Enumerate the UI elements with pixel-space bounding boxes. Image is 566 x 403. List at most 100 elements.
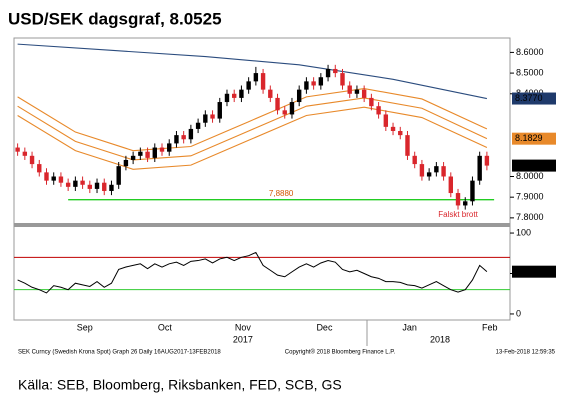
candle-body [470, 180, 475, 202]
x-tick-label: Dec [316, 322, 333, 332]
candle-body [80, 180, 85, 185]
candle-body [217, 102, 222, 119]
candle-body [398, 131, 403, 136]
candle-body [376, 106, 381, 115]
candle-body [275, 97, 280, 111]
candle-body [123, 159, 129, 167]
footer-date: 13-Feb-2018 12:59:35 [496, 350, 556, 356]
candle-body [434, 166, 439, 173]
candle-body [152, 147, 157, 158]
candle-body [145, 151, 150, 158]
x-tick-label: Jan [402, 322, 417, 332]
candle-body [412, 155, 417, 165]
candle-body [419, 164, 425, 177]
candle-body [51, 176, 56, 181]
candle-body [296, 89, 302, 103]
candle-body [29, 155, 35, 165]
candle-body [37, 164, 42, 173]
candle-body [361, 89, 367, 98]
year-label: 2018 [430, 334, 450, 344]
last-value-box [512, 159, 556, 172]
candle-body [181, 135, 186, 140]
candle-body [268, 89, 273, 98]
candle-body [58, 176, 64, 183]
x-tick-label: Oct [158, 322, 173, 332]
footer-left: SEK Curncy (Swedish Krona Spot) Graph 26… [18, 350, 221, 356]
candle-body [203, 114, 208, 123]
candle-body [195, 122, 201, 129]
overlay-line [17, 43, 488, 100]
y-tick-label: 0 [516, 308, 521, 318]
candle-body [159, 147, 165, 152]
candle-body [73, 180, 78, 187]
candle-body [463, 201, 468, 206]
candle-body [405, 135, 410, 156]
candle-body [347, 85, 352, 94]
last-value-label: 52.2482 [515, 266, 548, 276]
candle-body [224, 93, 230, 103]
candle-body [455, 193, 461, 206]
candle-body [325, 68, 331, 78]
candle-body [167, 143, 172, 152]
candle-body [333, 68, 338, 74]
candle-body [22, 151, 28, 156]
candle-body [289, 102, 295, 115]
rsi-line [17, 251, 488, 294]
candle-body [239, 89, 244, 98]
last-value-label: 8.1829 [515, 133, 543, 143]
candle-body [138, 151, 143, 156]
candle-body [94, 182, 100, 189]
candle-body [340, 73, 345, 86]
overlay-line [17, 106, 488, 170]
candle-body [354, 89, 360, 94]
last-value-box [512, 92, 556, 105]
last-value-label: 8.0527 [515, 160, 543, 170]
footer-copyright: Copyright® 2018 Bloomberg Finance L.P. [285, 349, 396, 356]
candle-body [448, 176, 453, 194]
candle-body [232, 93, 237, 98]
candle-body [102, 182, 107, 191]
candle-body [311, 81, 316, 86]
candle-body [282, 110, 287, 115]
candle-body [383, 114, 389, 127]
last-value-box [512, 265, 556, 278]
candle-body [109, 184, 114, 191]
candle-body [441, 166, 446, 177]
candle-body [484, 155, 490, 166]
overlay-line [17, 97, 488, 161]
last-value-label: 8.3770 [515, 93, 543, 103]
year-label: 2017 [233, 334, 253, 344]
source: Källa: SEB, Bloomberg, Riksbanken, FED, … [18, 377, 342, 393]
candle-body [477, 155, 482, 181]
candle-body [253, 73, 259, 82]
candle-body [15, 147, 20, 152]
candle-body [304, 81, 309, 90]
candle-body [390, 126, 396, 131]
candle-body [44, 172, 49, 181]
candle-body [210, 114, 215, 119]
candle-body [65, 182, 71, 187]
y-tick-label: 8.0000 [516, 171, 544, 181]
frame [13, 37, 511, 321]
support-label: 7,8880 [269, 189, 294, 198]
x-tick-label: Feb [482, 322, 498, 332]
candle-body [426, 172, 432, 177]
candle-body [260, 73, 266, 90]
y-tick-label: 7.8000 [516, 212, 544, 222]
overlay-line [17, 88, 488, 152]
y-tick-label: 100 [516, 227, 531, 237]
y-tick-label: 8.5000 [516, 67, 544, 77]
y-tick-label: 8.6000 [516, 47, 544, 57]
chart-title: USD/SEK dagsgraf, 8.0525 [8, 9, 222, 28]
candle-body [246, 81, 251, 90]
candle-body [188, 128, 194, 140]
candle-body [174, 135, 179, 144]
panel-separator [14, 223, 510, 227]
candle-body [87, 184, 93, 189]
candle-body [318, 77, 324, 86]
y-tick-label: 7.9000 [516, 192, 544, 202]
candle-body [130, 155, 136, 160]
annotation: Falskt brott [438, 210, 478, 219]
last-value-box [512, 132, 556, 145]
